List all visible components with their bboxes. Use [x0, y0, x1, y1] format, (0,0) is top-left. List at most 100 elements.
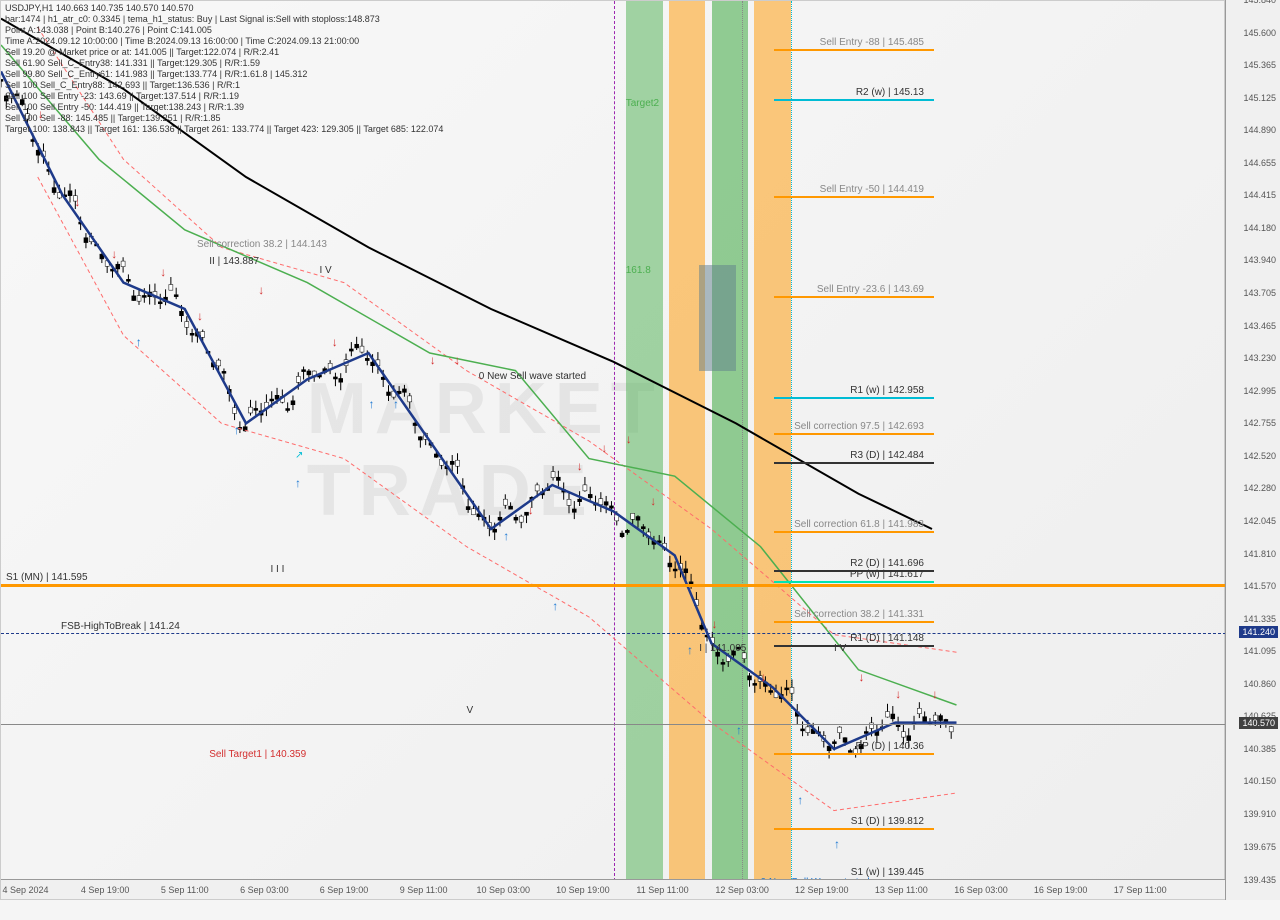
- candle-body: [365, 358, 369, 360]
- candle-body: [625, 530, 629, 532]
- annotation-text: Sell Target1 | 140.359: [209, 749, 306, 760]
- x-axis-tick: 11 Sep 11:00: [636, 885, 688, 895]
- y-axis-tick: 144.415: [1243, 190, 1276, 200]
- pivot-label: Sell Entry -23.6 | 143.69: [817, 284, 924, 295]
- arrow-down-icon: ↓: [111, 247, 117, 261]
- y-axis-tick: 141.335: [1243, 614, 1276, 624]
- info-line: Time A:2024.09.12 10:00:00 | Time B:2024…: [5, 36, 443, 47]
- arrow-up-icon: ↑: [369, 397, 375, 411]
- annotation-text: I V: [834, 643, 846, 654]
- candle-body: [254, 408, 258, 410]
- candle-body: [418, 437, 422, 440]
- annotation-text: I | 141.005: [699, 643, 746, 654]
- candle-body: [901, 732, 905, 737]
- candle-body: [142, 295, 146, 297]
- annotation-text: 161.8: [626, 265, 651, 276]
- candle-body: [307, 371, 311, 375]
- candle-body: [933, 715, 937, 720]
- candle-body: [387, 392, 391, 396]
- arrow-up-icon: ↑: [552, 599, 558, 613]
- pivot-label: R1 (w) | 142.958: [850, 385, 924, 396]
- pivot-label: R1 (D) | 141.148: [850, 633, 924, 644]
- arrow-up-icon: ↑: [393, 397, 399, 411]
- arrow-down-icon: ↓: [650, 494, 656, 508]
- x-axis: 4 Sep 20244 Sep 19:005 Sep 11:006 Sep 03…: [1, 879, 1226, 899]
- candle-body: [190, 333, 194, 335]
- pivot-line: [774, 49, 934, 51]
- candle-body: [116, 264, 120, 269]
- info-line: Point A:143.038 | Point B:140.276 | Poin…: [5, 25, 443, 36]
- arrow-down-icon: ↓: [601, 441, 607, 455]
- candle-body: [721, 662, 725, 664]
- arrow-down-icon: ↓: [197, 309, 203, 323]
- info-line: Sell 61.90 Sell_C_Entry38: 141.331 || Ta…: [5, 58, 443, 69]
- y-axis-tick: 141.810: [1243, 549, 1276, 559]
- horizontal-line-label: FSB-HighToBreak | 141.24: [61, 621, 180, 632]
- annotation-text: I V: [320, 265, 332, 276]
- candle-body: [302, 370, 306, 372]
- arrow-down-icon: ↓: [761, 670, 767, 684]
- arrow-up-icon: ↑: [687, 643, 693, 657]
- y-axis-tick: 141.095: [1243, 646, 1276, 656]
- candle-body: [402, 389, 406, 392]
- candle-body: [785, 688, 789, 690]
- candle-body: [801, 729, 805, 731]
- y-axis-tick: 141.570: [1243, 581, 1276, 591]
- pivot-label: R2 (D) | 141.696: [850, 558, 924, 569]
- x-axis-tick: 4 Sep 2024: [2, 885, 48, 895]
- candle-body: [126, 279, 130, 281]
- pivot-line: [774, 621, 934, 623]
- candle-body: [121, 261, 125, 267]
- candle-body: [233, 408, 237, 414]
- candle-body: [471, 509, 475, 515]
- y-axis-tick: 142.045: [1243, 516, 1276, 526]
- candle-body: [349, 349, 353, 351]
- candle-body: [169, 285, 173, 291]
- candle-body: [84, 238, 88, 243]
- arrow-down-icon: ↓: [626, 432, 632, 446]
- candle-body: [551, 472, 555, 478]
- pivot-label: R3 (D) | 142.484: [850, 450, 924, 461]
- x-axis-tick: 6 Sep 03:00: [240, 885, 289, 895]
- candle-body: [296, 376, 300, 382]
- y-axis-tick: 140.385: [1243, 744, 1276, 754]
- info-line: Sell 19.20 @ Market price or at: 141.005…: [5, 47, 443, 58]
- pivot-label: R2 (w) | 145.13: [856, 87, 924, 98]
- candle-body: [286, 409, 290, 411]
- arrow-up-icon: ↑: [797, 793, 803, 807]
- highlight-price-marker: 141.240: [1239, 626, 1278, 638]
- candle-body: [52, 188, 56, 193]
- pivot-line: [774, 645, 934, 647]
- annotation-text: I I I: [271, 564, 285, 575]
- candle-body: [333, 377, 337, 379]
- pivot-line: [774, 296, 934, 298]
- candle-body: [509, 506, 513, 509]
- arrow-down-icon: ↓: [528, 503, 534, 517]
- info-block: USDJPY,H1 140.663 140.735 140.570 140.57…: [5, 3, 443, 135]
- pivot-line: [774, 753, 934, 755]
- arrow-up-icon: ↑: [295, 476, 301, 490]
- pivot-line: [774, 397, 934, 399]
- candle-body: [572, 509, 576, 512]
- candle-body: [270, 399, 274, 401]
- horizontal-line-label: S1 (MN) | 141.595: [6, 572, 88, 583]
- candle-body: [185, 322, 189, 328]
- arrow-down-icon: ↓: [577, 459, 583, 473]
- info-line: Sell 100 Sell_C_Entry88: 142.693 || Targ…: [5, 80, 443, 91]
- indicator-curve: [38, 177, 957, 811]
- candle-body: [456, 460, 460, 466]
- candle-body: [556, 477, 560, 480]
- curves-group: [1, 19, 957, 811]
- x-axis-tick: 13 Sep 11:00: [875, 885, 928, 895]
- x-axis-tick: 16 Sep 19:00: [1034, 885, 1088, 895]
- pivot-label: Sell correction 38.2 | 141.331: [794, 609, 924, 620]
- chart-area[interactable]: MARKET TRADE S1 (MN) | 141.595FSB-HighTo…: [0, 0, 1225, 900]
- arrow-down-icon: ↓: [895, 687, 901, 701]
- arrow-up-icon: ↑: [503, 529, 509, 543]
- pivot-line: [774, 581, 934, 583]
- x-axis-tick: 12 Sep 03:00: [715, 885, 769, 895]
- y-axis-tick: 139.910: [1243, 809, 1276, 819]
- y-axis-tick: 145.365: [1243, 60, 1276, 70]
- candle-body: [450, 461, 454, 464]
- info-line: Sell 100 Sell Entry -23: 143.69 || Targe…: [5, 91, 443, 102]
